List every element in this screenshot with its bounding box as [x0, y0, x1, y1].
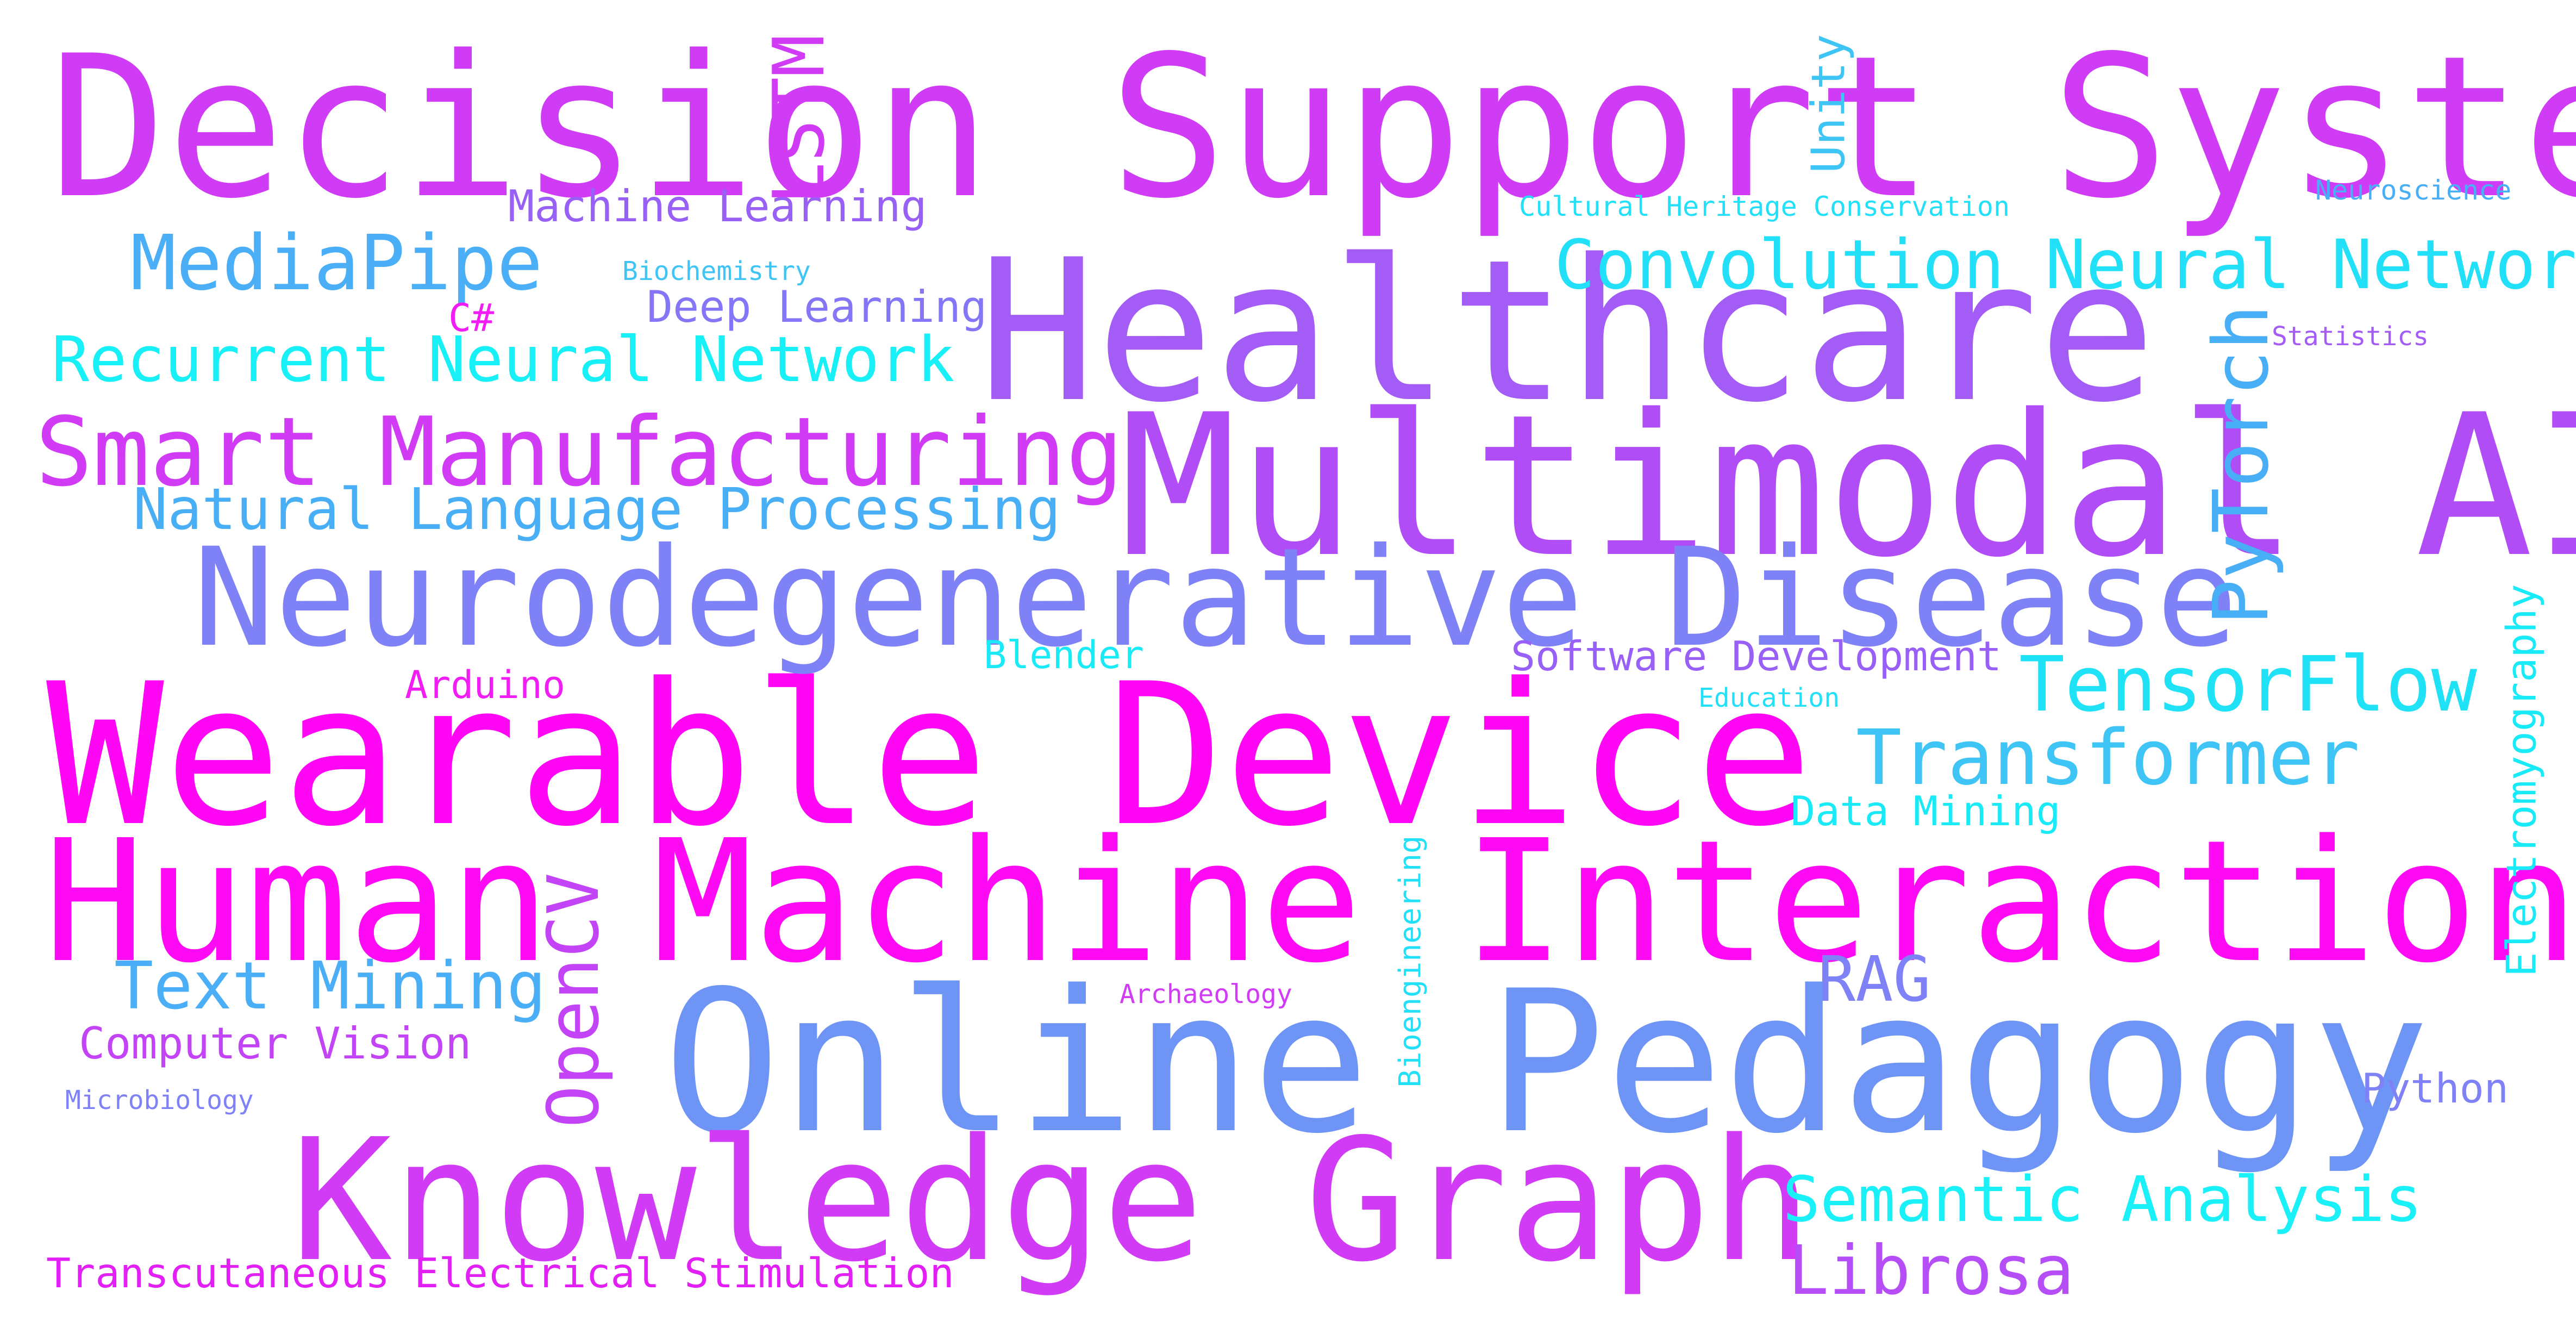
- word-machine-learning: Machine Learning: [508, 181, 927, 232]
- word-decision-support-system: Decision Support System: [49, 14, 2576, 241]
- word-natural-language-processing: Natural Language Processing: [133, 476, 1061, 543]
- word-statistics: Statistics: [2272, 321, 2429, 352]
- word-lstm: LSTM: [758, 34, 840, 205]
- word-bioengineering: Bioengineering: [1392, 835, 1428, 1088]
- word-unity: Unity: [1802, 34, 1856, 173]
- word-transformer: Transformer: [1856, 714, 2360, 802]
- word-wearable-device: Wearable Device: [46, 641, 1814, 869]
- word-archaeology: Archaeology: [1120, 979, 1292, 1010]
- word-rag: RAG: [1818, 943, 1931, 1016]
- word-healthcare: Healthcare: [978, 217, 2156, 445]
- word-education: Education: [1698, 683, 1840, 713]
- word-blender: Blender: [984, 633, 1145, 677]
- word-online-pedagogy: Online Pedagogy: [663, 949, 2430, 1176]
- word-python: Python: [2361, 1064, 2509, 1112]
- word-transcutaneous-electrical-stimulation: Transcutaneous Electrical Stimulation: [46, 1249, 954, 1297]
- word-software-development: Software Development: [1511, 632, 2002, 680]
- word-knowledge-graph: Knowledge Graph: [291, 1103, 1812, 1299]
- word-human-machine-interaction: Human Machine Interaction: [43, 804, 2576, 1000]
- word-smart-manufacturing: Smart Manufacturing: [35, 397, 1123, 508]
- word-pytorch: PyTorch: [2197, 304, 2286, 626]
- word-deep-learning: Deep Learning: [647, 282, 987, 332]
- word-csharp: C#: [448, 296, 495, 340]
- word-semantic-analysis: Semantic Analysis: [1783, 1163, 2423, 1236]
- word-neuroscience: Neuroscience: [2315, 175, 2512, 206]
- word-multimodal-ai: Multimodal AI: [1120, 372, 2576, 600]
- word-librosa: Librosa: [1788, 1231, 2074, 1310]
- word-electromyography: Electromyography: [2497, 584, 2546, 977]
- word-neurodegenerative-disease: Neurodegenerative Disease: [193, 519, 2238, 677]
- word-opencv: OpenCV: [532, 873, 615, 1128]
- word-text-mining: Text Mining: [114, 949, 546, 1024]
- word-data-mining: Data Mining: [1791, 787, 2061, 835]
- word-tensorflow: TensorFlow: [2019, 640, 2477, 729]
- word-arduino: Arduino: [405, 663, 566, 707]
- word-biochemistry: Biochemistry: [622, 256, 811, 286]
- word-recurrent-neural-network: Recurrent Neural Network: [52, 323, 955, 396]
- word-computer-vision: Computer Vision: [79, 1018, 472, 1069]
- word-mediapipe: MediaPipe: [130, 219, 543, 308]
- word-microbiology: Microbiology: [65, 1085, 254, 1116]
- word-convolution-neural-network: Convolution Neural Network: [1554, 226, 2576, 304]
- word-cultural-heritage-conservation: Cultural Heritage Conservation: [1519, 191, 2010, 222]
